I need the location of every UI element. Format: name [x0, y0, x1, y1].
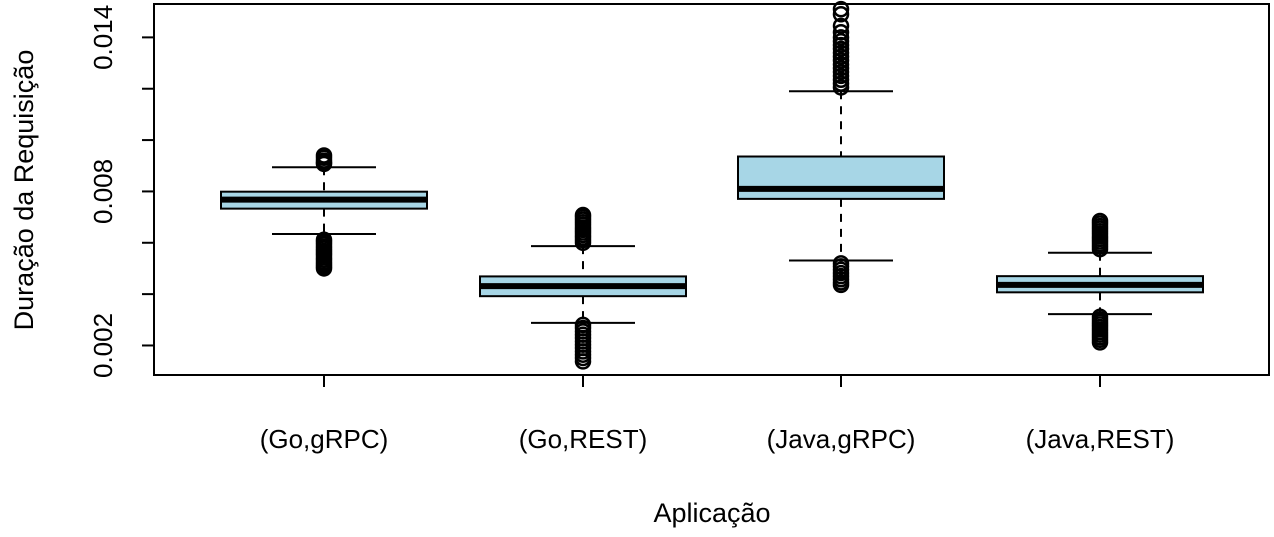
x-tick-label: (Go,gRPC)	[260, 424, 389, 454]
outlier-point	[574, 206, 592, 224]
outlier-point	[574, 353, 592, 370]
x-tick-label: (Go,REST)	[519, 424, 648, 454]
outlier-point	[832, 0, 850, 18]
y-tick-label: 0.008	[88, 159, 118, 224]
outlier-point	[1091, 212, 1109, 230]
outlier-point	[832, 6, 850, 23]
box-3	[737, 0, 945, 294]
y-tick-label: 0.002	[88, 313, 118, 378]
box-4	[996, 212, 1204, 351]
outlier-point	[315, 147, 333, 164]
outlier-point	[1091, 334, 1109, 351]
box-2	[479, 206, 687, 370]
y-axis: 0.002 0.008 0.014	[88, 5, 154, 378]
outlier-point	[832, 276, 850, 294]
plot-frame	[153, 3, 1270, 376]
y-tick-label: 0.014	[88, 5, 118, 70]
y-axis-title: Duração da Requisição	[9, 50, 39, 331]
box-1	[220, 147, 428, 277]
outlier-point	[832, 23, 850, 41]
iqr-box	[737, 155, 945, 200]
x-tick-label: (Java,REST)	[1026, 424, 1175, 454]
x-axis: (Go,gRPC) (Go,REST) (Java,gRPC) (Java,REST)	[260, 375, 1175, 454]
x-tick-label: (Java,gRPC)	[767, 424, 916, 454]
x-axis-title: Aplicação	[653, 498, 770, 528]
boxes-group	[220, 0, 1204, 370]
outlier-point	[832, 17, 850, 35]
outlier-point	[832, 29, 850, 46]
outlier-point	[315, 260, 333, 277]
